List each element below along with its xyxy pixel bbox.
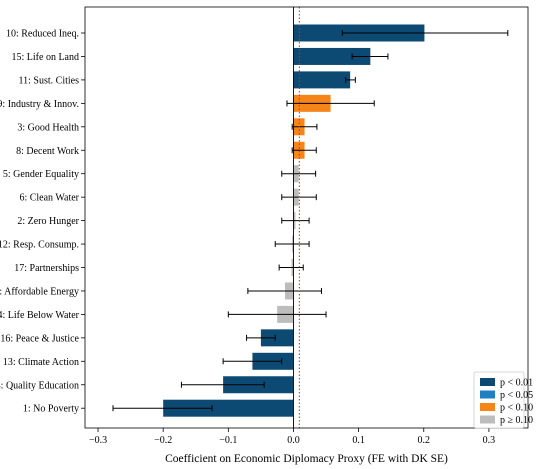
error-bar xyxy=(180,381,265,388)
bar xyxy=(293,71,351,89)
x-tick-label: −0.2 xyxy=(154,435,172,446)
legend-label: p < 0.01 xyxy=(500,378,533,389)
error-bar xyxy=(341,30,509,36)
x-tick-label: 0.2 xyxy=(418,435,431,446)
y-tick-label: 6: Clean Water xyxy=(19,193,79,204)
error-bar xyxy=(247,287,322,294)
y-tick-label: 10: Reduced Ineq. xyxy=(6,29,79,40)
error-bars-layer xyxy=(112,30,509,412)
y-tick-label: 7: Affordable Energy xyxy=(0,286,79,297)
legend-swatch xyxy=(480,415,495,424)
legend-entry: p < 0.01 xyxy=(480,378,533,389)
legend-entry: p < 0.10 xyxy=(480,403,533,414)
error-bar xyxy=(222,358,283,365)
y-tick-label: 8: Decent Work xyxy=(16,146,79,157)
legend-entry: p < 0.05 xyxy=(480,390,533,401)
y-tick-label: 14: Life Below Water xyxy=(0,310,80,321)
error-bar xyxy=(112,405,213,412)
error-bar xyxy=(274,241,310,248)
x-axis-label: Coefficient on Economic Diplomacy Proxy … xyxy=(165,453,448,465)
error-bar xyxy=(246,334,276,341)
x-axis-ticks: −0.3 −0.2 −0.1 0.0 0.1 0.2 0.3 xyxy=(89,428,495,446)
bar xyxy=(163,399,294,417)
legend-entry: p ≥ 0.10 xyxy=(480,415,533,426)
y-tick-label: 1: No Poverty xyxy=(23,404,79,415)
plot-frame xyxy=(84,6,529,429)
legend: p < 0.01p < 0.05 p < 0.10p ≥ 0.10 xyxy=(473,371,533,429)
error-bar xyxy=(345,76,356,83)
legend-swatch xyxy=(480,403,495,411)
legend-label: p ≥ 0.10 xyxy=(500,415,533,426)
x-tick-label: −0.3 xyxy=(89,435,107,446)
x-tick-label: 0.3 xyxy=(483,435,496,446)
y-tick-label: 4: Quality Education xyxy=(0,380,79,391)
y-tick-label: 13: Climate Action xyxy=(3,357,79,368)
y-tick-label: 15: Life on Land xyxy=(12,52,79,63)
error-bar xyxy=(281,217,310,224)
y-tick-label: 11: Sust. Cities xyxy=(19,75,80,86)
x-tick-label: 0.1 xyxy=(352,435,365,446)
legend-label: p < 0.10 xyxy=(500,403,533,414)
y-tick-label: 12: Resp. Consump. xyxy=(0,240,79,251)
y-tick-label: 17: Partnerships xyxy=(14,263,79,274)
legend-swatch xyxy=(480,390,495,399)
error-bar xyxy=(281,170,317,177)
y-tick-label: 16: Peace & Justice xyxy=(0,333,79,344)
error-bar xyxy=(286,100,375,107)
legend-swatch xyxy=(480,378,495,386)
x-tick-label: −0.1 xyxy=(219,435,237,446)
error-bar xyxy=(227,311,327,318)
bar xyxy=(293,47,371,65)
y-tick-label: 5: Gender Equality xyxy=(3,169,79,180)
y-axis-ticks: 10: Reduced Ineq. 15: Life on Land 11: Sus… xyxy=(0,29,85,415)
bar xyxy=(260,329,294,347)
error-bar xyxy=(351,53,389,60)
x-tick-label: 0.0 xyxy=(287,435,300,446)
y-tick-label: 2: Zero Hunger xyxy=(17,216,79,227)
y-tick-label: 3: Good Health xyxy=(17,122,79,133)
error-bar xyxy=(291,123,318,130)
legend-label: p < 0.05 xyxy=(500,390,533,401)
y-tick-label: 9: Industry & Innov. xyxy=(0,99,79,110)
error-bar xyxy=(291,147,317,154)
